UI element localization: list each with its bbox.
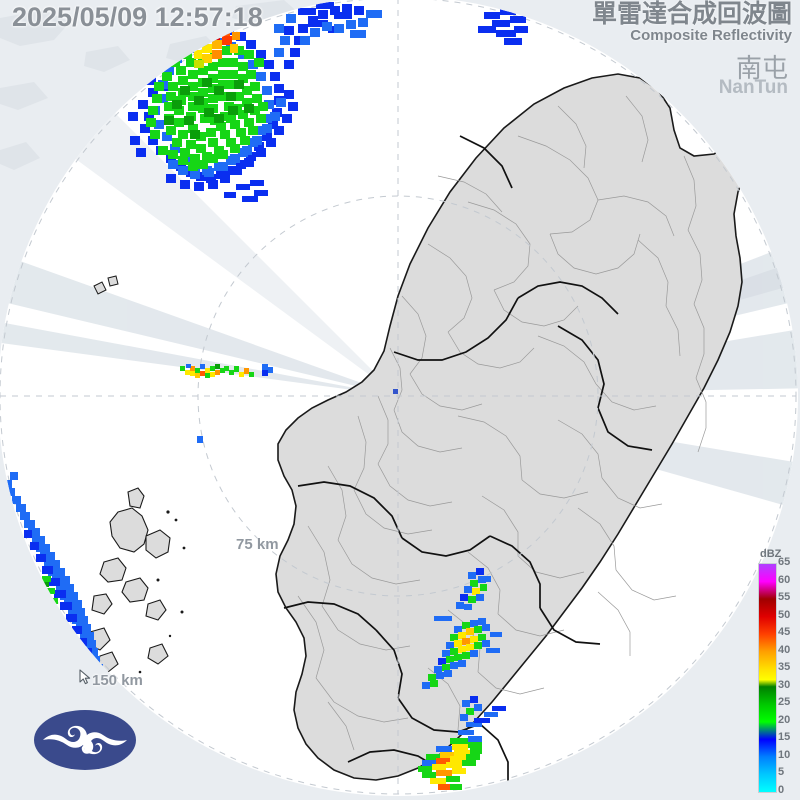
station-block: 南屯 NanTun — [719, 55, 788, 97]
colorbar-tick-50: 50 — [778, 608, 791, 621]
colorbar-tick-10: 10 — [778, 748, 791, 761]
colorbar-tick-40: 40 — [778, 643, 791, 656]
colorbar-unit-label: dBZ — [760, 548, 782, 560]
colorbar-tick-15: 15 — [778, 731, 791, 744]
observation-timestamp: 2025/05/09 12:57:18 — [12, 2, 263, 32]
colorbar-tick-45: 45 — [778, 626, 791, 639]
mouse-cursor-icon — [79, 669, 91, 685]
colorbar-tick-5: 5 — [778, 766, 785, 779]
colorbar-tick-30: 30 — [778, 678, 791, 691]
colorbar-ticks: 65 60 55 50 45 40 35 30 25 20 15 10 5 0 — [778, 556, 800, 797]
colorbar-tick-55: 55 — [778, 591, 791, 604]
colorbar-tick-35: 35 — [778, 661, 791, 674]
station-name-zh: 南屯 — [735, 53, 788, 83]
colorbar-tick-20: 20 — [778, 713, 791, 726]
dbz-colorbar: dBZ 65 60 55 50 45 40 35 30 25 20 15 10 5 0 — [754, 548, 800, 800]
product-title-zh: 單雷達合成回波圖 — [591, 0, 792, 28]
radar-site-marker — [393, 389, 398, 394]
colorbar-tick-0: 0 — [778, 784, 785, 796]
range-ring-label-75km: 75 km — [236, 536, 279, 553]
product-title-en: Composite Reflectivity — [630, 27, 792, 45]
cwa-logo — [34, 710, 136, 770]
range-ring-label-150km: 150 km — [92, 672, 143, 689]
colorbar-tick-60: 60 — [778, 573, 791, 586]
colorbar-tick-65: 65 — [778, 556, 791, 568]
station-name-en: NanTun — [718, 77, 788, 98]
colorbar-gradient — [758, 563, 777, 793]
colorbar-tick-25: 25 — [778, 696, 791, 709]
title-block: 單雷達合成回波圖 Composite Reflectivity — [592, 1, 792, 45]
